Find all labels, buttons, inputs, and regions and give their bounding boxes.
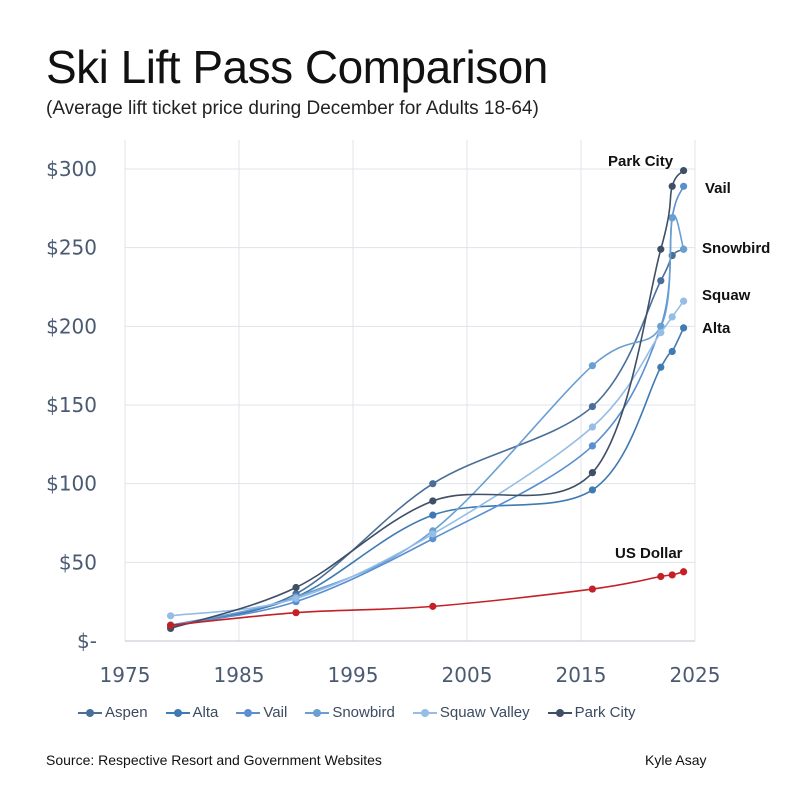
data-point-vail bbox=[588, 442, 597, 450]
legend-item-squaw-valley: Squaw Valley bbox=[412, 704, 530, 721]
y-tick-label: $250 bbox=[46, 236, 97, 260]
series-line-us-dollar bbox=[170, 571, 684, 627]
data-point-us-dollar bbox=[668, 571, 676, 579]
data-point-aspen bbox=[429, 480, 437, 488]
data-point-alta bbox=[668, 347, 676, 356]
data-point-park-city bbox=[668, 182, 676, 190]
axes: $- $50 $100 $150 $200 $250 $300 1975 1985 1995 200… bbox=[46, 157, 720, 687]
data-point-alta bbox=[657, 363, 665, 371]
legend-label: Squaw Valley bbox=[439, 704, 530, 721]
data-point-alta bbox=[429, 511, 437, 519]
data-point-vail bbox=[680, 182, 688, 190]
legend-item-alta: Alta bbox=[165, 704, 219, 721]
y-tick-label: $200 bbox=[46, 314, 97, 338]
series-lines bbox=[167, 166, 688, 633]
legend-swatch bbox=[547, 708, 572, 717]
legend-swatch bbox=[412, 708, 437, 717]
series-line-vail bbox=[170, 185, 685, 627]
data-point-aspen bbox=[588, 402, 597, 411]
legend: Aspen Alta Vail Snowbird Squaw Valley Park Ci… bbox=[78, 704, 635, 721]
legend-swatch bbox=[165, 708, 190, 717]
end-label-us-dollar: US Dollar bbox=[615, 545, 683, 562]
data-point-snowbird bbox=[668, 214, 676, 222]
end-label-vail: Vail bbox=[705, 180, 731, 197]
end-label-park-city: Park City bbox=[608, 153, 674, 170]
legend-swatch bbox=[305, 708, 330, 717]
data-point-squaw-valley bbox=[657, 329, 665, 337]
y-tick-label: $100 bbox=[46, 472, 97, 496]
legend-label: Vail bbox=[263, 704, 288, 721]
series-line-alta bbox=[170, 327, 685, 628]
x-tick-label: 1995 bbox=[328, 663, 379, 687]
data-point-us-dollar bbox=[588, 585, 597, 593]
chart-title: Ski Lift Pass Comparison bbox=[46, 41, 548, 93]
end-labels: Park City Vail Snowbird Squaw Alta US Dollar bbox=[608, 153, 770, 562]
chart-subtitle: (Average lift ticket price during Decemb… bbox=[46, 98, 539, 119]
end-label-alta: Alta bbox=[702, 320, 731, 337]
legend-item-vail: Vail bbox=[236, 704, 287, 721]
data-point-us-dollar bbox=[292, 609, 300, 617]
legend-item-park-city: Park City bbox=[547, 704, 636, 721]
data-point-squaw-valley bbox=[668, 313, 676, 321]
data-point-park-city bbox=[292, 583, 300, 592]
x-tick-label: 1975 bbox=[100, 663, 151, 687]
end-label-squaw-valley: Squaw bbox=[702, 287, 751, 304]
data-point-us-dollar bbox=[167, 621, 175, 629]
x-tick-label: 2015 bbox=[556, 663, 607, 687]
x-tick-label: 2005 bbox=[442, 663, 493, 687]
series-line-aspen bbox=[170, 248, 684, 627]
data-point-aspen bbox=[657, 277, 665, 285]
legend-swatch bbox=[78, 708, 102, 717]
data-point-squaw-valley bbox=[680, 297, 688, 305]
author-credit: Kyle Asay bbox=[645, 752, 707, 768]
legend-label: Alta bbox=[192, 704, 219, 721]
data-point-snowbird bbox=[588, 362, 597, 370]
data-point-snowbird bbox=[680, 245, 688, 253]
y-tick-label: $- bbox=[77, 629, 97, 653]
data-point-alta bbox=[588, 486, 597, 494]
data-point-us-dollar bbox=[680, 568, 688, 576]
data-point-squaw-valley bbox=[167, 612, 175, 620]
data-point-snowbird bbox=[657, 322, 665, 330]
data-point-park-city bbox=[657, 245, 665, 253]
data-point-park-city bbox=[680, 166, 688, 175]
x-tick-label: 2025 bbox=[670, 663, 721, 687]
data-point-park-city bbox=[588, 469, 597, 477]
data-point-us-dollar bbox=[429, 602, 437, 610]
legend-label: Park City bbox=[574, 704, 636, 721]
source-note: Source: Respective Resort and Government… bbox=[46, 752, 382, 768]
series-line-squaw-valley bbox=[170, 300, 685, 617]
data-point-alta bbox=[680, 324, 688, 332]
legend-label: Snowbird bbox=[332, 704, 395, 721]
data-point-squaw-valley bbox=[292, 594, 300, 603]
legend-item-aspen: Aspen bbox=[78, 704, 148, 721]
data-point-squaw-valley bbox=[429, 530, 437, 538]
data-point-squaw-valley bbox=[588, 423, 597, 431]
grid bbox=[124, 140, 696, 641]
y-tick-label: $50 bbox=[59, 550, 97, 574]
data-point-us-dollar bbox=[657, 572, 665, 581]
data-point-park-city bbox=[429, 497, 437, 505]
y-tick-label: $150 bbox=[46, 393, 97, 417]
x-tick-label: 1985 bbox=[214, 663, 265, 687]
legend-swatch bbox=[236, 708, 261, 717]
legend-item-snowbird: Snowbird bbox=[305, 704, 395, 721]
y-tick-label: $300 bbox=[46, 157, 97, 181]
end-label-snowbird: Snowbird bbox=[702, 240, 770, 257]
series-line-park-city bbox=[170, 170, 685, 630]
series-line-snowbird bbox=[170, 214, 685, 627]
legend-label: Aspen bbox=[105, 704, 148, 721]
